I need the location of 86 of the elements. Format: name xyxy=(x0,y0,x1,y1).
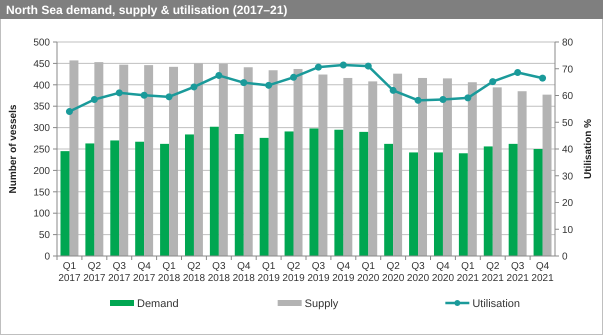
point xyxy=(190,83,198,90)
y2-tick-label: 60 xyxy=(562,91,574,102)
y2-tick-label: 50 xyxy=(562,118,574,129)
x-tick-label: Q2 2018 xyxy=(182,261,206,284)
y-tick-label: 300 xyxy=(33,123,50,134)
bar xyxy=(260,138,269,256)
y-tick-label: 50 xyxy=(38,230,50,242)
y-axis-title: Number of vessels xyxy=(8,104,19,194)
y2-tick-label: 70 xyxy=(562,64,574,76)
x-tick-label: Q2 2021 xyxy=(482,261,504,284)
x-tick-label: Q1 2018 xyxy=(158,261,181,284)
y2-tick-label: 10 xyxy=(562,224,574,236)
y-tick-label: 500 xyxy=(33,38,50,48)
x-tick-label: Q3 2018 xyxy=(208,261,230,284)
y2-tick-label: 20 xyxy=(562,198,574,209)
y2-tick-label: 0 xyxy=(562,252,568,262)
bar xyxy=(508,144,518,256)
point xyxy=(240,79,248,86)
x-tick-label: Q4 2018 xyxy=(232,261,256,284)
x-tick-label: Q2 2020 xyxy=(382,261,405,284)
y-tick-label: 400 xyxy=(33,80,50,92)
x-tick-label: Q2 2017 xyxy=(83,261,106,284)
x-tick-label: Q4 2021 xyxy=(531,261,554,284)
y2-axis-title: Utilisation % xyxy=(583,118,594,180)
x-tick-label: Q1 2020 xyxy=(357,261,380,284)
x-tick-label: Q3 2020 xyxy=(406,261,430,284)
point xyxy=(390,86,397,94)
y2-tick-label: 80 xyxy=(562,38,574,48)
bar xyxy=(458,153,468,256)
point xyxy=(364,62,372,70)
legend-label: Supply xyxy=(304,298,339,310)
x-tick-label: Q3 2021 xyxy=(506,261,530,284)
point xyxy=(166,93,173,100)
point xyxy=(340,62,347,69)
point xyxy=(66,108,73,116)
bar xyxy=(85,143,94,256)
x-tick-label: Q2 2019 xyxy=(282,261,306,284)
chart-title: North Sea demand, supply & utilisation (2017–21) xyxy=(6,3,288,17)
bar xyxy=(210,126,219,256)
x-tick-label: Q4 2017 xyxy=(133,261,156,284)
bar xyxy=(534,149,543,256)
point xyxy=(90,96,98,104)
y-tick-label: 200 xyxy=(33,166,50,177)
point xyxy=(414,96,422,104)
point xyxy=(215,72,222,79)
y-tick-label: 0 xyxy=(44,252,50,262)
legend-label: Utilisation xyxy=(472,298,520,310)
bar xyxy=(234,134,244,256)
legend-label: Demand xyxy=(137,298,179,310)
point xyxy=(514,68,522,76)
x-tick-label: Q1 2017 xyxy=(58,261,82,284)
point xyxy=(439,96,446,104)
point xyxy=(539,74,546,82)
point xyxy=(116,89,123,96)
bar xyxy=(60,151,70,256)
x-tick-label: Q1 2019 xyxy=(258,261,280,284)
bar xyxy=(409,152,418,256)
point xyxy=(489,78,496,86)
point xyxy=(314,64,322,71)
y2-tick-label: 40 xyxy=(562,144,574,156)
point xyxy=(290,74,298,81)
bar xyxy=(334,130,344,256)
x-tick-label: Q3 2017 xyxy=(108,261,131,284)
y-tick-label: 350 xyxy=(33,102,50,113)
bar xyxy=(309,128,318,256)
bar xyxy=(484,146,493,256)
y2-tick-label: 30 xyxy=(562,171,574,182)
bar xyxy=(359,132,368,256)
point xyxy=(464,94,472,102)
bar xyxy=(160,144,170,256)
bar xyxy=(110,140,120,256)
bar xyxy=(434,152,443,256)
x-tick-label: Q4 2020 xyxy=(432,261,455,284)
bar xyxy=(384,144,394,256)
bar xyxy=(135,142,144,256)
bar xyxy=(284,131,294,256)
x-tick-label: Q1 2021 xyxy=(456,261,480,284)
point xyxy=(265,82,272,89)
y-tick-label: 250 xyxy=(33,144,50,156)
point xyxy=(140,92,148,99)
x-tick-label: Q3 2019 xyxy=(307,261,330,284)
y-tick-label: 150 xyxy=(33,187,50,198)
bar xyxy=(184,134,194,256)
x-tick-label: Q4 2019 xyxy=(332,261,355,284)
y-tick-label: 450 xyxy=(33,58,50,70)
y-tick-label: 100 xyxy=(33,208,50,220)
